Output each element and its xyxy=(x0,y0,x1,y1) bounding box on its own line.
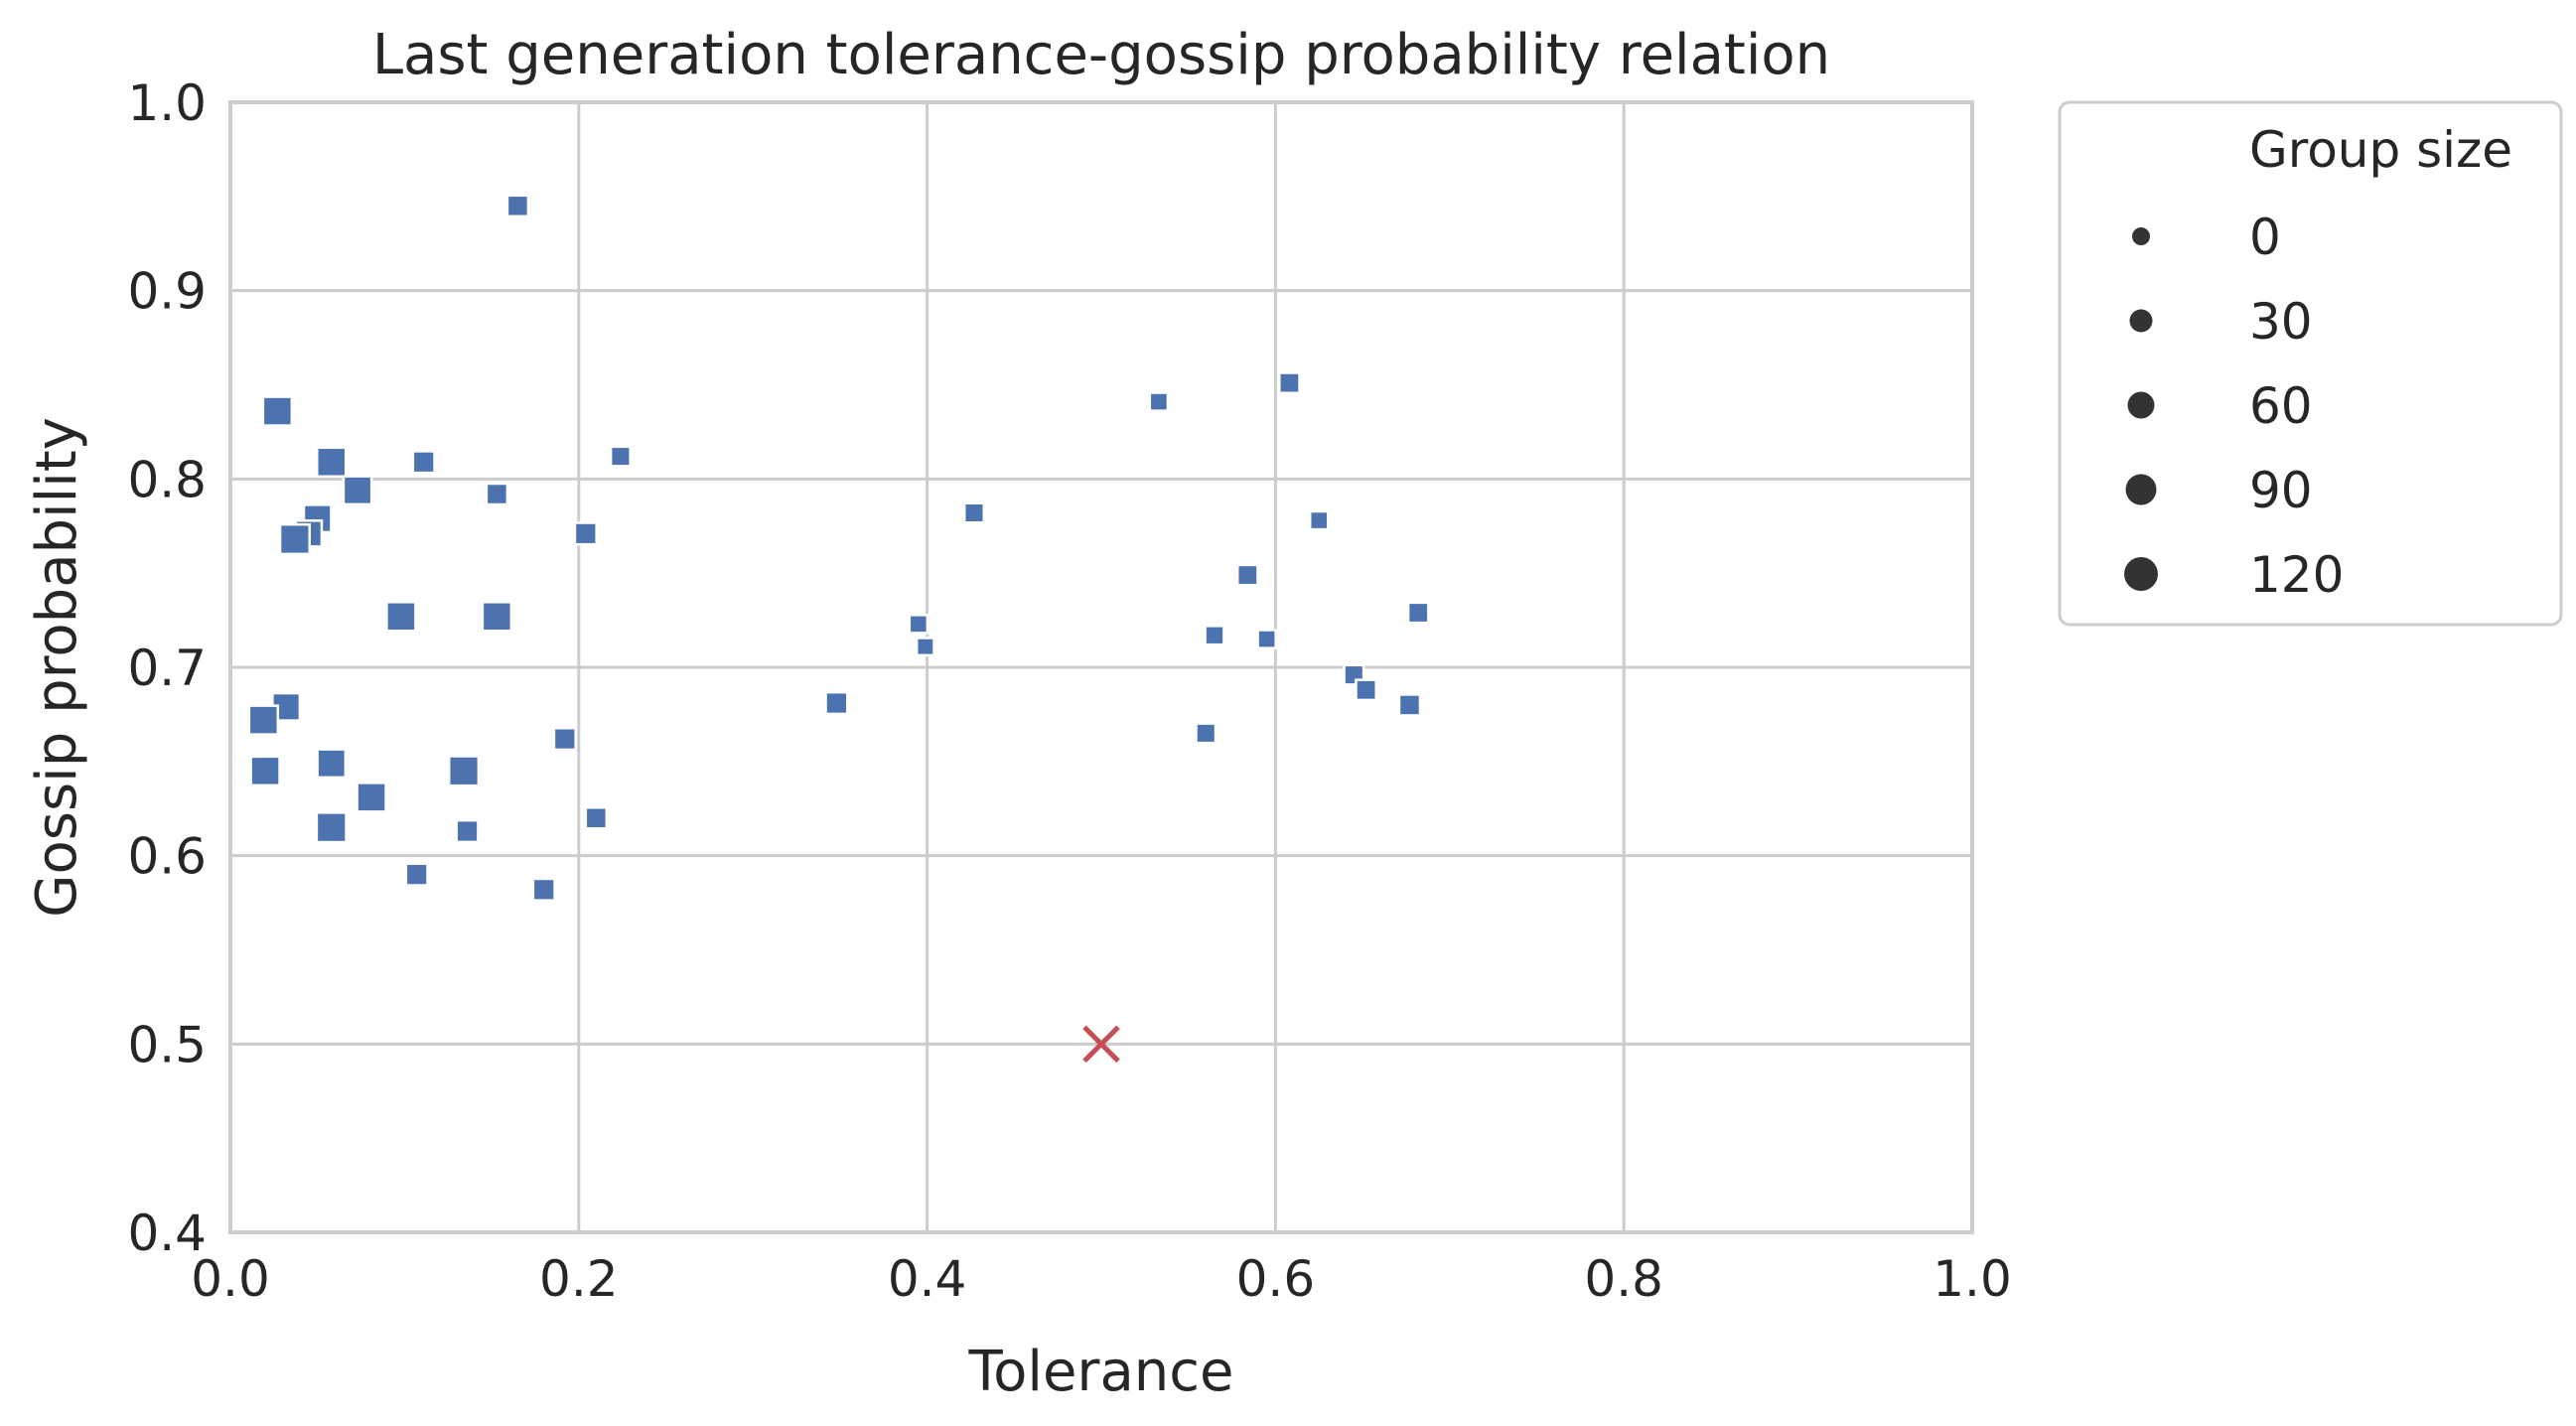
data-point xyxy=(278,522,311,556)
data-point xyxy=(247,704,280,736)
data-point xyxy=(1397,693,1422,717)
legend-title: Group size xyxy=(2249,121,2512,179)
x-tick-label: 0.6 xyxy=(1236,1250,1316,1308)
legend: Group size 0 30 60 90 120 xyxy=(2058,100,2563,627)
legend-size-marker xyxy=(2125,474,2157,505)
data-point xyxy=(385,601,417,633)
legend-size-marker xyxy=(2124,557,2158,591)
data-point xyxy=(447,755,481,787)
data-point xyxy=(1355,678,1377,702)
data-point xyxy=(908,614,930,635)
data-point xyxy=(915,637,935,657)
data-point xyxy=(261,395,294,427)
legend-entry-label: 30 xyxy=(2249,293,2313,351)
legend-entry-label: 120 xyxy=(2249,546,2344,604)
y-tick-label: 0.6 xyxy=(127,828,207,886)
y-tick-label: 0.7 xyxy=(127,640,207,697)
data-point xyxy=(573,521,598,546)
y-axis-title: Gossip probability xyxy=(25,417,89,918)
data-point xyxy=(1406,601,1430,625)
data-point xyxy=(505,194,530,218)
data-point xyxy=(1204,625,1225,646)
data-point xyxy=(531,877,556,902)
plot-area-frame xyxy=(228,100,1974,1234)
y-tick-label: 0.9 xyxy=(127,263,207,321)
y-tick-label: 0.4 xyxy=(127,1205,207,1262)
data-point xyxy=(485,482,509,506)
x-tick-label: 0.2 xyxy=(539,1250,619,1308)
data-point xyxy=(316,446,348,478)
data-point xyxy=(249,755,281,787)
data-point xyxy=(1308,509,1330,531)
data-point xyxy=(1278,371,1301,394)
x-axis-title: Tolerance xyxy=(967,1340,1233,1404)
tick-labels: 0.0 0.2 0.4 0.6 0.8 1.0 0.4 0.5 0.6 0.7 0.8 0.9 1.0 xyxy=(127,74,2011,1308)
legend-size-marker xyxy=(2129,309,2153,333)
y-tick-label: 1.0 xyxy=(127,74,207,132)
x-tick-label: 1.0 xyxy=(1932,1250,2012,1308)
data-point xyxy=(356,782,387,813)
data-point xyxy=(411,450,436,475)
chart-title: Last generation tolerance-gossip probabi… xyxy=(372,23,1830,87)
data-point xyxy=(824,690,849,716)
legend-entry-label: 60 xyxy=(2249,377,2313,435)
data-point xyxy=(481,601,513,633)
legend-frame xyxy=(2058,100,2563,627)
legend-entry-label: 0 xyxy=(2249,209,2281,266)
data-point xyxy=(1235,563,1259,587)
data-point xyxy=(1148,391,1170,412)
data-point xyxy=(342,475,373,506)
grid xyxy=(228,100,1974,1234)
y-tick-label: 0.5 xyxy=(127,1016,207,1073)
data-point xyxy=(404,862,429,887)
legend-size-marker xyxy=(2132,227,2150,245)
data-point xyxy=(455,818,480,844)
data-point xyxy=(962,501,985,524)
data-point xyxy=(316,748,348,780)
legend-entry-label: 90 xyxy=(2249,462,2313,519)
x-tick-label: 0.0 xyxy=(191,1250,270,1308)
legend-size-marker xyxy=(2127,391,2155,419)
data-point xyxy=(1256,629,1277,649)
data-point xyxy=(1195,722,1217,745)
data-points xyxy=(247,194,1430,1064)
data-point xyxy=(315,811,348,844)
x-tick-label: 0.4 xyxy=(888,1250,967,1308)
x-tick-label: 0.8 xyxy=(1584,1250,1663,1308)
reference-x-marker xyxy=(1082,1025,1120,1064)
data-point xyxy=(584,805,609,830)
data-point xyxy=(609,445,632,468)
y-tick-label: 0.8 xyxy=(127,451,207,508)
data-point xyxy=(552,726,577,752)
